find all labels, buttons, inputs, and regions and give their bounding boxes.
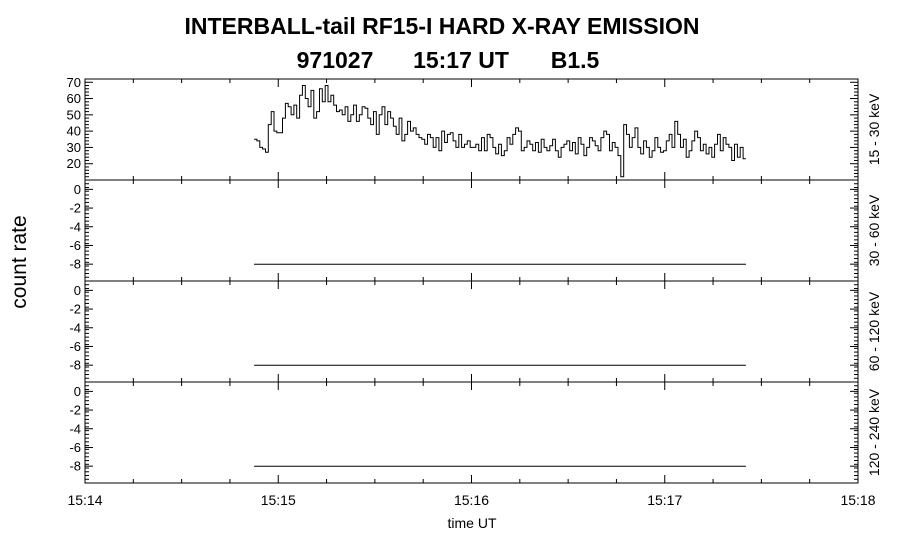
x-axis-label: time UT: [448, 515, 497, 531]
y-tick-label: -2: [69, 302, 81, 317]
x-tick-label: 15:18: [840, 492, 875, 508]
y-tick-label: 0: [74, 283, 81, 298]
y-tick-label: -2: [69, 201, 81, 216]
x-tick-label: 15:15: [261, 492, 296, 508]
x-tick-label: 15:14: [67, 492, 102, 508]
y-tick-label: -2: [69, 403, 81, 418]
y-tick-label: 60: [67, 91, 81, 106]
y-tick-label: 70: [67, 75, 81, 90]
panel-4: -8 -6 -4 -2 0 120 - 240 keV: [69, 381, 882, 484]
y-tick-label: 50: [67, 107, 81, 122]
x-tick-label: 15:16: [454, 492, 489, 508]
chart-subtitle-date: 971027: [297, 47, 374, 73]
panel-energy-label: 15 - 30 keV: [866, 93, 882, 165]
panel-frame: [84, 78, 859, 181]
y-tick-label: -4: [69, 421, 81, 436]
panel-frame: [84, 381, 859, 484]
y-tick-label: -8: [69, 459, 81, 474]
panel-energy-label: 120 - 240 keV: [866, 388, 882, 476]
panel-energy-label: 60 - 120 keV: [866, 291, 882, 371]
chart-subtitle-time: 15:17 UT: [413, 47, 509, 73]
panel-2: -8 -6 -4 -2 0 30 - 60 keV: [69, 179, 882, 282]
y-tick-label: 0: [74, 182, 81, 197]
y-tick-label: -8: [69, 358, 81, 373]
x-tick-labels: 15:14 15:15 15:16 15:17 15:18: [67, 492, 875, 508]
y-tick-label: -4: [69, 320, 81, 335]
y-axis-label: count rate: [8, 215, 31, 308]
y-tick-label: -8: [69, 257, 81, 272]
y-tick-label: -4: [69, 219, 81, 234]
y-tick-label: 40: [67, 124, 81, 139]
series-line: [254, 85, 746, 178]
y-tick-label: -6: [69, 238, 81, 253]
panel-energy-label: 30 - 60 keV: [866, 194, 882, 266]
chart-title: INTERBALL-tail RF15-I HARD X-RAY EMISSIO…: [185, 13, 700, 39]
chart-subtitle-class: B1.5: [551, 47, 600, 73]
y-tick-label: 30: [67, 140, 81, 155]
panel-frame: [84, 280, 859, 383]
x-tick-label: 15:17: [647, 492, 682, 508]
y-tick-label: -6: [69, 440, 81, 455]
y-tick-label: 0: [74, 384, 81, 399]
y-tick-label: 20: [67, 156, 81, 171]
panel-3: -8 -6 -4 -2 0 60 - 120 keV: [69, 280, 882, 383]
panel-frame: [84, 179, 859, 282]
y-tick-label: -6: [69, 339, 81, 354]
